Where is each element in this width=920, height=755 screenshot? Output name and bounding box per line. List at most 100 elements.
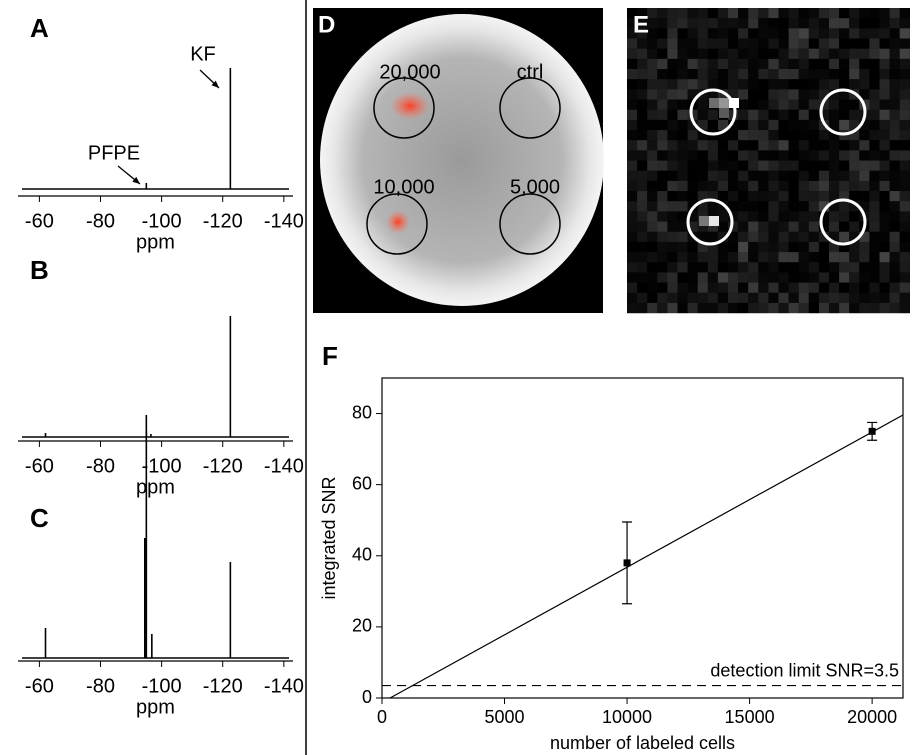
noise-pixel xyxy=(829,130,840,141)
panel-label: F xyxy=(322,341,338,371)
roi-circle xyxy=(499,77,561,139)
noise-pixel xyxy=(717,272,729,283)
noise-pixel xyxy=(677,241,688,253)
noise-pixel xyxy=(879,89,890,100)
noise-pixel xyxy=(798,272,809,283)
noise-pixel xyxy=(647,302,658,314)
noise-pixel xyxy=(707,170,718,182)
noise-pixel xyxy=(637,180,648,192)
noise-pixel xyxy=(667,48,678,59)
noise-pixel xyxy=(677,292,688,304)
noise-pixel xyxy=(637,150,648,161)
noise-pixel xyxy=(818,28,830,39)
noise-pixel xyxy=(889,160,900,171)
noise-pixel xyxy=(778,282,789,293)
noise-pixel xyxy=(758,262,769,273)
noise-pixel xyxy=(657,89,668,100)
noise-pixel xyxy=(738,170,749,182)
noise-pixel xyxy=(879,150,890,161)
x-tick-label: 20000 xyxy=(847,707,897,727)
noise-pixel xyxy=(768,282,779,293)
noise-pixel xyxy=(677,38,688,49)
noise-pixel xyxy=(657,302,668,314)
noise-pixel xyxy=(839,99,850,110)
noise-pixel xyxy=(889,231,900,243)
noise-pixel xyxy=(738,18,749,29)
noise-pixel xyxy=(637,221,648,232)
noise-pixel xyxy=(859,170,870,182)
noise-pixel xyxy=(707,191,718,202)
noise-pixel xyxy=(889,48,900,59)
noise-pixel xyxy=(748,241,759,253)
noise-pixel xyxy=(717,130,729,141)
noise-pixel xyxy=(778,89,789,100)
noise-pixel xyxy=(788,58,799,70)
noise-pixel xyxy=(869,180,880,192)
noise-pixel xyxy=(818,38,830,49)
noise-pixel xyxy=(738,241,749,253)
noise-pixel xyxy=(778,241,789,253)
noise-pixel xyxy=(869,8,880,19)
noise-pixel xyxy=(869,221,880,232)
noise-pixel xyxy=(657,58,668,70)
noise-pixel xyxy=(758,69,769,80)
noise-pixel xyxy=(859,48,870,59)
noise-pixel xyxy=(627,211,638,222)
noise-pixel xyxy=(899,201,910,212)
noise-pixel xyxy=(869,241,880,253)
noise-pixel xyxy=(889,211,900,222)
noise-pixel xyxy=(717,8,729,19)
noise-pixel xyxy=(788,231,799,243)
noise-pixel xyxy=(788,160,799,171)
noise-pixel xyxy=(818,201,830,212)
noise-pixel xyxy=(839,38,850,49)
peak-annotation: KF xyxy=(190,43,216,65)
noise-pixel xyxy=(899,28,910,39)
noise-pixel xyxy=(627,252,638,263)
noise-pixel xyxy=(697,150,708,161)
noise-pixel xyxy=(818,8,830,19)
noise-pixel xyxy=(829,140,840,151)
noise-pixel xyxy=(889,191,900,202)
noise-pixel xyxy=(849,292,860,304)
noise-pixel xyxy=(899,292,910,304)
noise-pixel xyxy=(657,180,668,192)
noise-pixel xyxy=(849,211,860,222)
noise-pixel xyxy=(717,170,729,182)
noise-pixel xyxy=(889,282,900,293)
noise-pixel xyxy=(728,282,739,293)
noise-pixel xyxy=(879,79,890,90)
noise-pixel xyxy=(798,18,809,29)
noise-pixel xyxy=(677,231,688,243)
noise-pixel xyxy=(758,140,769,151)
noise-pixel xyxy=(637,160,648,171)
noise-pixel xyxy=(768,302,779,314)
noise-pixel xyxy=(728,38,739,49)
noise-pixel xyxy=(768,180,779,192)
noise-pixel xyxy=(728,58,739,70)
noise-pixel xyxy=(839,89,850,100)
noise-pixel xyxy=(647,282,658,293)
noise-pixel xyxy=(899,48,910,59)
noise-pixel xyxy=(728,231,739,243)
noise-pixel xyxy=(748,282,759,293)
noise-pixel xyxy=(829,38,840,49)
noise-pixel xyxy=(758,282,769,293)
noise-pixel xyxy=(758,18,769,29)
noise-pixel xyxy=(657,8,668,19)
noise-pixel xyxy=(627,38,638,49)
noise-pixel xyxy=(859,252,870,263)
noise-pixel xyxy=(627,221,638,232)
y-tick-label: 20 xyxy=(352,616,372,636)
noise-pixel xyxy=(657,282,668,293)
x-axis-label: ppm xyxy=(136,231,175,253)
noise-pixel xyxy=(748,38,759,49)
noise-pixel xyxy=(798,180,809,192)
noise-pixel xyxy=(748,272,759,283)
noise-pixel xyxy=(728,241,739,253)
noise-pixel xyxy=(768,48,779,59)
noise-pixel xyxy=(768,18,779,29)
noise-pixel xyxy=(758,170,769,182)
noise-pixel xyxy=(637,18,648,29)
